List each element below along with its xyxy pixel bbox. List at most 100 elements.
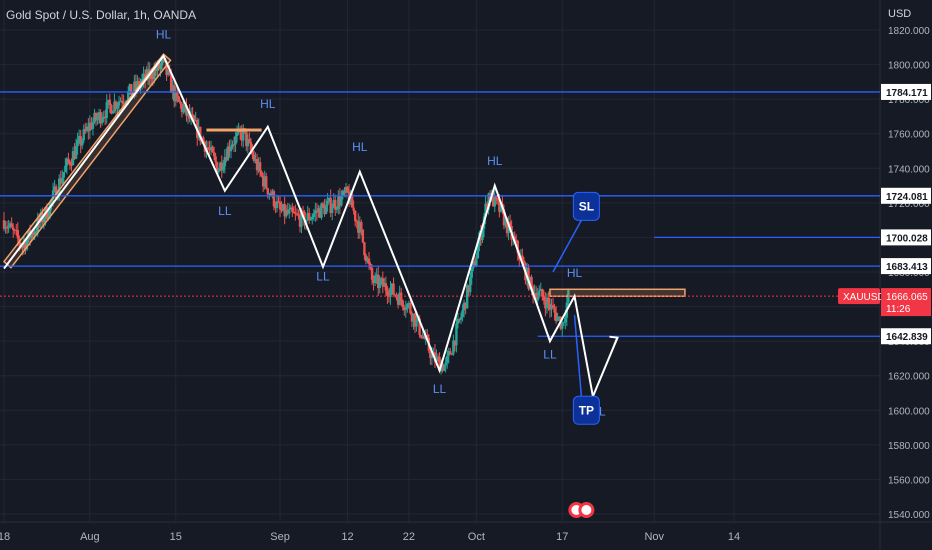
candle-body bbox=[288, 209, 291, 214]
y-tick-label: 1600.000 bbox=[888, 406, 930, 417]
candle-body bbox=[459, 317, 463, 320]
candle-body bbox=[240, 132, 243, 141]
candle-body bbox=[426, 335, 429, 338]
current-price-tag bbox=[881, 288, 931, 317]
candle-body bbox=[312, 213, 315, 217]
y-tick-label: 1740.000 bbox=[888, 164, 930, 175]
y-tick-label: 1620.000 bbox=[888, 372, 930, 383]
x-tick-label: 17 bbox=[556, 531, 568, 543]
candle-body bbox=[39, 212, 43, 223]
candle-body bbox=[324, 205, 328, 215]
candle-body bbox=[61, 177, 64, 184]
candle-body bbox=[142, 73, 145, 80]
y-tick-label: 1800.000 bbox=[888, 61, 930, 72]
candle-body bbox=[381, 278, 385, 287]
candle-body bbox=[453, 340, 457, 346]
y-tick-label: 1820.000 bbox=[888, 26, 930, 37]
candle-body bbox=[100, 118, 104, 124]
candle-body bbox=[441, 363, 444, 371]
y-tick-label: 1540.000 bbox=[888, 510, 930, 521]
candle-body bbox=[77, 136, 81, 141]
candle-body bbox=[166, 70, 170, 75]
candle-body bbox=[153, 68, 156, 79]
candle-body bbox=[62, 172, 66, 178]
candle-body bbox=[110, 104, 113, 114]
candle-body bbox=[74, 146, 78, 159]
candle-body bbox=[545, 297, 549, 309]
candle-body bbox=[301, 210, 305, 213]
candle-body bbox=[24, 242, 27, 250]
candle-body bbox=[160, 60, 164, 66]
candle-body bbox=[481, 228, 484, 241]
candle-body bbox=[65, 158, 69, 166]
level-price-tag bbox=[881, 83, 931, 100]
candle-body bbox=[291, 207, 294, 212]
event-icon-inner bbox=[581, 505, 592, 515]
candle-body bbox=[522, 260, 526, 264]
candle-body bbox=[102, 116, 105, 119]
candle-body bbox=[294, 213, 297, 215]
candle-body bbox=[409, 303, 412, 314]
candle-body bbox=[70, 164, 73, 166]
candle-body bbox=[185, 105, 188, 116]
candle-body bbox=[183, 105, 187, 108]
candle-body bbox=[202, 137, 205, 142]
candle-body bbox=[8, 223, 12, 226]
candle-body bbox=[258, 162, 262, 172]
candle-body bbox=[292, 211, 296, 214]
candle-body bbox=[128, 84, 131, 92]
candle-body bbox=[450, 354, 454, 356]
candle-body bbox=[199, 126, 202, 142]
candle-body bbox=[498, 200, 501, 212]
candle-body bbox=[15, 229, 18, 231]
candle-body bbox=[111, 111, 115, 114]
candle-body bbox=[12, 227, 15, 230]
candle-body bbox=[222, 166, 225, 171]
candle-body bbox=[154, 68, 158, 71]
candle-body bbox=[51, 190, 55, 200]
x-tick-label: Aug bbox=[80, 531, 100, 543]
candle-body bbox=[194, 120, 197, 122]
candle-body bbox=[133, 81, 136, 92]
candle-body bbox=[97, 111, 101, 118]
candle-body bbox=[206, 147, 210, 150]
candle-body bbox=[508, 221, 512, 226]
supply-zone bbox=[549, 288, 686, 297]
x-tick-label: 14 bbox=[728, 531, 740, 543]
candle-body bbox=[105, 102, 108, 119]
candle-body bbox=[228, 146, 231, 152]
candle-body bbox=[286, 209, 289, 214]
candle-body bbox=[248, 139, 251, 142]
candle-body bbox=[242, 128, 245, 141]
candle-body bbox=[341, 190, 345, 197]
candle-body bbox=[136, 80, 139, 89]
candle-body bbox=[91, 122, 95, 129]
candle-body bbox=[315, 210, 319, 213]
candle-body bbox=[484, 203, 487, 217]
candle-body bbox=[94, 113, 98, 121]
candle-body bbox=[177, 96, 181, 102]
candle-body bbox=[87, 126, 90, 132]
candle-body bbox=[551, 305, 555, 308]
candle-body bbox=[496, 199, 500, 201]
candle-body bbox=[504, 218, 507, 226]
candle-body bbox=[479, 232, 483, 241]
candle-body bbox=[81, 140, 84, 146]
candle-body bbox=[335, 208, 338, 210]
candle-body bbox=[260, 171, 263, 176]
candle-body bbox=[534, 292, 538, 301]
zigzag-line bbox=[3, 53, 619, 400]
candle-body bbox=[84, 129, 87, 132]
candle-body bbox=[22, 242, 26, 248]
candle-body bbox=[307, 213, 311, 221]
candle-body bbox=[59, 178, 62, 184]
candle-body bbox=[521, 255, 524, 261]
candle-body bbox=[564, 317, 567, 323]
candle-body bbox=[556, 316, 559, 322]
candle-body bbox=[562, 322, 565, 324]
candle-body bbox=[406, 304, 409, 310]
candle-body bbox=[249, 141, 253, 151]
candle-body bbox=[277, 201, 280, 203]
candle-body bbox=[548, 303, 552, 310]
